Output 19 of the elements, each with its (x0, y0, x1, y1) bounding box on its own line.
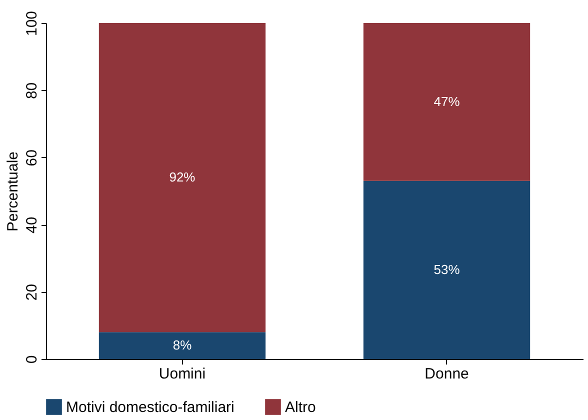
y-tick-label: 40 (24, 216, 40, 234)
bar (98, 23, 266, 332)
legend-label: Altro (285, 399, 316, 416)
data-label: 53% (434, 262, 460, 277)
data-label: 8% (172, 338, 192, 353)
y-tick-label: 60 (24, 150, 40, 166)
legend-label: Motivi domestico-familiari (66, 399, 234, 416)
bar (363, 23, 530, 181)
y-tick-label: 100 (24, 10, 40, 36)
y-tick-label: 80 (24, 82, 40, 100)
x-tick-label: Uomini (158, 366, 206, 382)
x-tick-label: Donne (424, 366, 469, 382)
data-label: 47% (434, 94, 460, 109)
y-tick-label: 20 (24, 284, 40, 301)
y-tick-label: 0 (24, 355, 40, 364)
data-label: 92% (169, 170, 196, 185)
bar (363, 180, 530, 359)
bar (98, 332, 266, 359)
y-axis-title: Percentuale (4, 151, 22, 232)
